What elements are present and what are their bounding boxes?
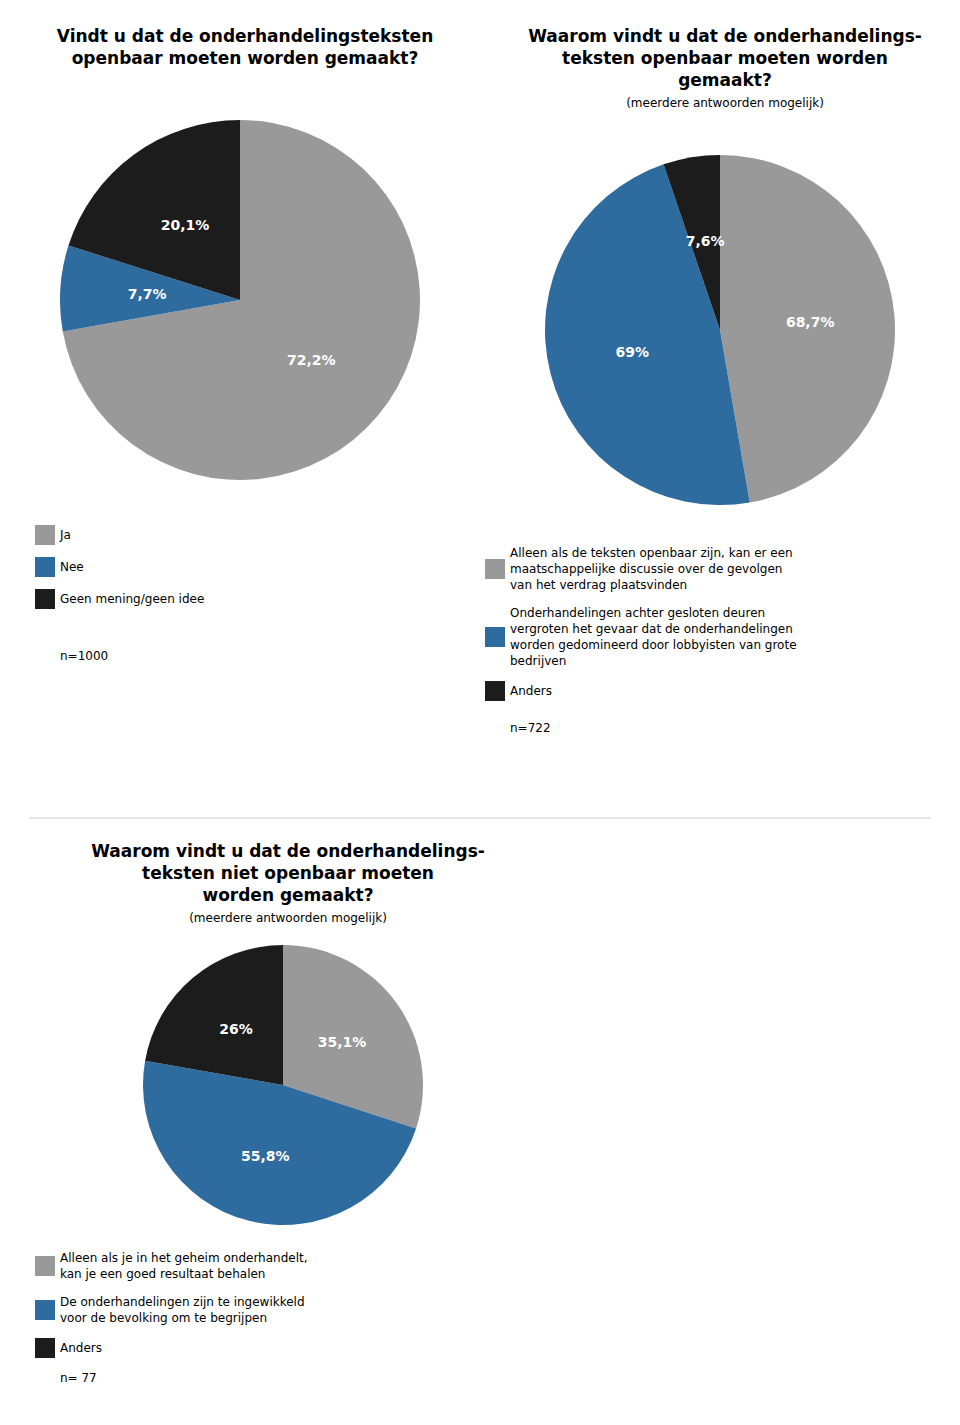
svg-text:voor de bevolking om te begrij: voor de bevolking om te begrijpen	[60, 1311, 267, 1325]
svg-text:vergroten het gevaar dat de on: vergroten het gevaar dat de onderhandeli…	[510, 622, 793, 636]
svg-text:gemaakt?: gemaakt?	[678, 70, 772, 90]
svg-text:Alleen als je in het geheim on: Alleen als je in het geheim onderhandelt…	[60, 1251, 308, 1265]
svg-text:bedrijven: bedrijven	[510, 654, 566, 668]
svg-text:Ja: Ja	[59, 528, 71, 542]
svg-text:van het verdrag plaatsvinden: van het verdrag plaatsvinden	[510, 578, 687, 592]
svg-text:maatschappelijke discussie ove: maatschappelijke discussie over de gevol…	[510, 562, 782, 576]
svg-text:De onderhandelingen zijn te in: De onderhandelingen zijn te ingewikkeld	[60, 1295, 305, 1309]
svg-text:teksten openbaar moeten worden: teksten openbaar moeten worden	[562, 48, 888, 68]
svg-text:Anders: Anders	[510, 684, 552, 698]
svg-text:worden gedomineerd door lobbyi: worden gedomineerd door lobbyisten van g…	[510, 638, 797, 652]
svg-text:kan je een goed resultaat beha: kan je een goed resultaat behalen	[60, 1267, 265, 1281]
svg-text:26%: 26%	[219, 1021, 253, 1037]
svg-text:n=1000: n=1000	[60, 649, 108, 663]
svg-text:69%: 69%	[616, 344, 650, 360]
svg-text:Vindt u dat de onderhandelings: Vindt u dat de onderhandelingsteksten	[57, 26, 433, 46]
svg-text:n=722: n=722	[510, 721, 551, 735]
svg-text:20,1%: 20,1%	[161, 217, 210, 233]
svg-text:n= 77: n= 77	[60, 1371, 97, 1385]
svg-text:openbaar moeten worden gemaakt: openbaar moeten worden gemaakt?	[72, 48, 419, 68]
svg-text:Waarom vindt u dat de onderhan: Waarom vindt u dat de onderhandelings-	[91, 841, 485, 861]
svg-text:Onderhandelingen achter geslot: Onderhandelingen achter gesloten deuren	[510, 606, 765, 620]
svg-text:Alleen als de teksten openbaar: Alleen als de teksten openbaar zijn, kan…	[510, 546, 793, 560]
svg-text:72,2%: 72,2%	[287, 352, 336, 368]
svg-text:teksten niet openbaar moeten: teksten niet openbaar moeten	[142, 863, 434, 883]
svg-text:Geen mening/geen idee: Geen mening/geen idee	[60, 592, 204, 606]
svg-text:7,6%: 7,6%	[686, 233, 725, 249]
svg-text:(meerdere antwoorden mogelijk): (meerdere antwoorden mogelijk)	[626, 96, 824, 110]
svg-text:Waarom vindt u dat de onderhan: Waarom vindt u dat de onderhandelings-	[528, 26, 922, 46]
svg-text:Anders: Anders	[60, 1341, 102, 1355]
svg-text:Nee: Nee	[60, 560, 84, 574]
svg-text:worden gemaakt?: worden gemaakt?	[202, 885, 373, 905]
svg-text:68,7%: 68,7%	[786, 314, 835, 330]
svg-text:7,7%: 7,7%	[128, 286, 167, 302]
svg-text:(meerdere antwoorden mogelijk): (meerdere antwoorden mogelijk)	[189, 911, 387, 925]
svg-text:35,1%: 35,1%	[318, 1034, 367, 1050]
svg-text:55,8%: 55,8%	[241, 1148, 290, 1164]
